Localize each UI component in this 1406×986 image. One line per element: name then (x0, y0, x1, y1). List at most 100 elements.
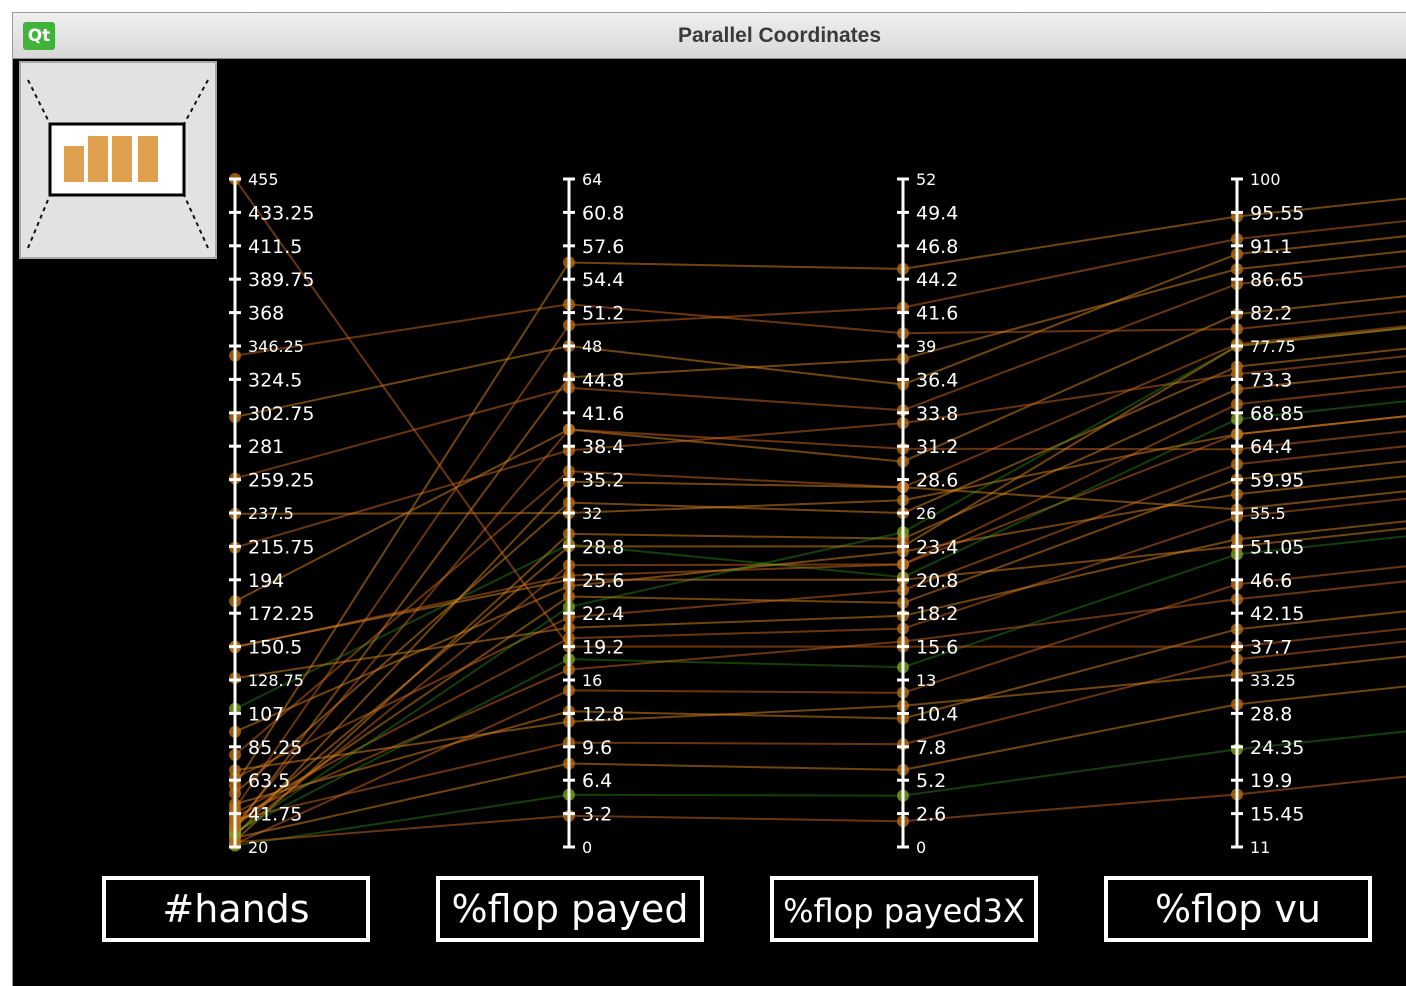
tick-label: 281 (248, 436, 284, 458)
tick-label: 95.55 (1250, 202, 1304, 224)
overview-thumbnail[interactable] (19, 61, 217, 259)
tick-label: 59.95 (1250, 470, 1304, 492)
tick-label: 324.5 (248, 369, 302, 391)
tick-label: 0 (916, 838, 926, 857)
overview-mini-plot (64, 136, 158, 182)
axis-name-label: #hands (162, 887, 309, 931)
tick-label: 16 (582, 671, 602, 690)
record-polyline (234, 347, 1406, 795)
tick-label: 368 (248, 303, 284, 325)
tick-label: 33.8 (916, 403, 958, 425)
tick-label: 128.75 (248, 671, 304, 690)
tick-label: 64 (582, 170, 602, 189)
tick-label: 23.4 (916, 536, 958, 558)
record-polyline (234, 415, 1406, 836)
axis-1: 64 60.8 57.6 54.4 51.2 48 44.8 41.6 38.4 35.2 32 28… (563, 170, 624, 857)
tick-label: 49.4 (916, 202, 958, 224)
tick-label: 15.6 (916, 637, 958, 659)
axis-name-box[interactable]: %flop vu (1104, 876, 1372, 942)
tick-label: 215.75 (248, 536, 314, 558)
tick-label: 19.2 (582, 637, 624, 659)
tick-label: 54.4 (582, 269, 624, 291)
tick-label: 0 (582, 838, 592, 857)
overview-column (64, 146, 84, 182)
tick-label: 2.6 (916, 804, 946, 826)
tick-label: 41.6 (582, 403, 624, 425)
tick-label: 10.4 (916, 703, 958, 725)
tick-label: 389.75 (248, 269, 314, 291)
tick-label: 37.7 (1250, 637, 1292, 659)
tick-label: 172.25 (248, 603, 314, 625)
tick-label: 25.6 (582, 570, 624, 592)
tick-label: 32 (582, 504, 602, 523)
tick-label: 15.45 (1250, 804, 1304, 826)
overview-column (138, 136, 158, 182)
tick-label: 91.1 (1250, 236, 1292, 258)
tick-label: 73.3 (1250, 369, 1292, 391)
tick-label: 22.4 (582, 603, 624, 625)
tick-label: 77.75 (1250, 337, 1296, 356)
record-polyline (234, 775, 1406, 844)
tick-label: 433.25 (248, 202, 314, 224)
tick-label: 46.8 (916, 236, 958, 258)
window-title: Parallel Coordinates (677, 24, 882, 47)
tick-label: 28.8 (1250, 703, 1292, 725)
tick-label: 55.5 (1250, 504, 1286, 523)
tick-label: 5.2 (916, 770, 946, 792)
axis-name-box[interactable]: #hands (102, 876, 370, 942)
overview-perspective-line (27, 194, 51, 249)
tick-label: 52 (916, 170, 936, 189)
overview-perspective-line (183, 79, 209, 125)
tick-label: 3.2 (582, 804, 612, 826)
tick-label: 150.5 (248, 637, 302, 659)
tick-label: 12.8 (582, 703, 624, 725)
tick-label: 85.25 (248, 737, 302, 759)
record-polyline (234, 460, 1406, 825)
overview-perspective-line (183, 194, 209, 249)
tick-label: 7.8 (916, 737, 946, 759)
tick-label: 44.8 (582, 369, 624, 391)
tick-label: 36.4 (916, 369, 958, 391)
axis-name-frame (102, 876, 370, 942)
record-polyline (234, 480, 1406, 837)
tick-label: 6.4 (582, 770, 612, 792)
tick-label: 57.6 (582, 236, 624, 258)
tick-label: 42.15 (1250, 603, 1304, 625)
tick-label: 302.75 (248, 403, 314, 425)
axis-name-box[interactable]: %flop payed3X (770, 876, 1038, 942)
tick-label: 51.2 (582, 303, 624, 325)
axis-name-label: %flop payed3X (783, 892, 1025, 930)
axis-name-frame (1104, 876, 1372, 942)
overview-column (88, 136, 108, 182)
record-polyline (234, 428, 1406, 827)
tick-label: 346.25 (248, 337, 304, 356)
tick-label: 455 (248, 170, 279, 189)
tick-label: 194 (248, 570, 284, 592)
tick-label: 107 (248, 703, 284, 725)
axis-name-label: %flop payed (452, 887, 689, 931)
tick-label: 48 (582, 337, 602, 356)
axis-name-box[interactable]: %flop payed (436, 876, 704, 942)
tick-label: 41.75 (248, 804, 302, 826)
tick-label: 259.25 (248, 470, 314, 492)
axis-0: 455 433.25 411.5 389.75 368 346.25 324.5 302.75… (229, 170, 314, 857)
tick-label: 39 (916, 337, 936, 356)
tick-label: 82.2 (1250, 303, 1292, 325)
app-window: Qt Parallel Coordinates (12, 12, 1406, 986)
tick-label: 38.4 (582, 436, 624, 458)
title-bar[interactable]: Qt Parallel Coordinates (13, 13, 1406, 59)
tick-label: 35.2 (582, 470, 624, 492)
tick-label: 20.8 (916, 570, 958, 592)
tick-label: 26 (916, 504, 936, 523)
record-polyline (234, 178, 1406, 648)
tick-label: 51.05 (1250, 536, 1304, 558)
tick-label: 68.85 (1250, 403, 1304, 425)
axis-2: 52 49.4 46.8 44.2 41.6 39 36.4 33.8 31.2 28.6 26 23… (897, 170, 958, 857)
record-polyline (234, 640, 1406, 821)
tick-label: 18.2 (916, 603, 958, 625)
tick-label: 63.5 (248, 770, 290, 792)
axes-layer: 455 433.25 411.5 389.75 368 346.25 324.5 302.75… (229, 170, 1304, 857)
overview-perspective-line (27, 79, 51, 125)
tick-label: 20 (248, 838, 268, 857)
